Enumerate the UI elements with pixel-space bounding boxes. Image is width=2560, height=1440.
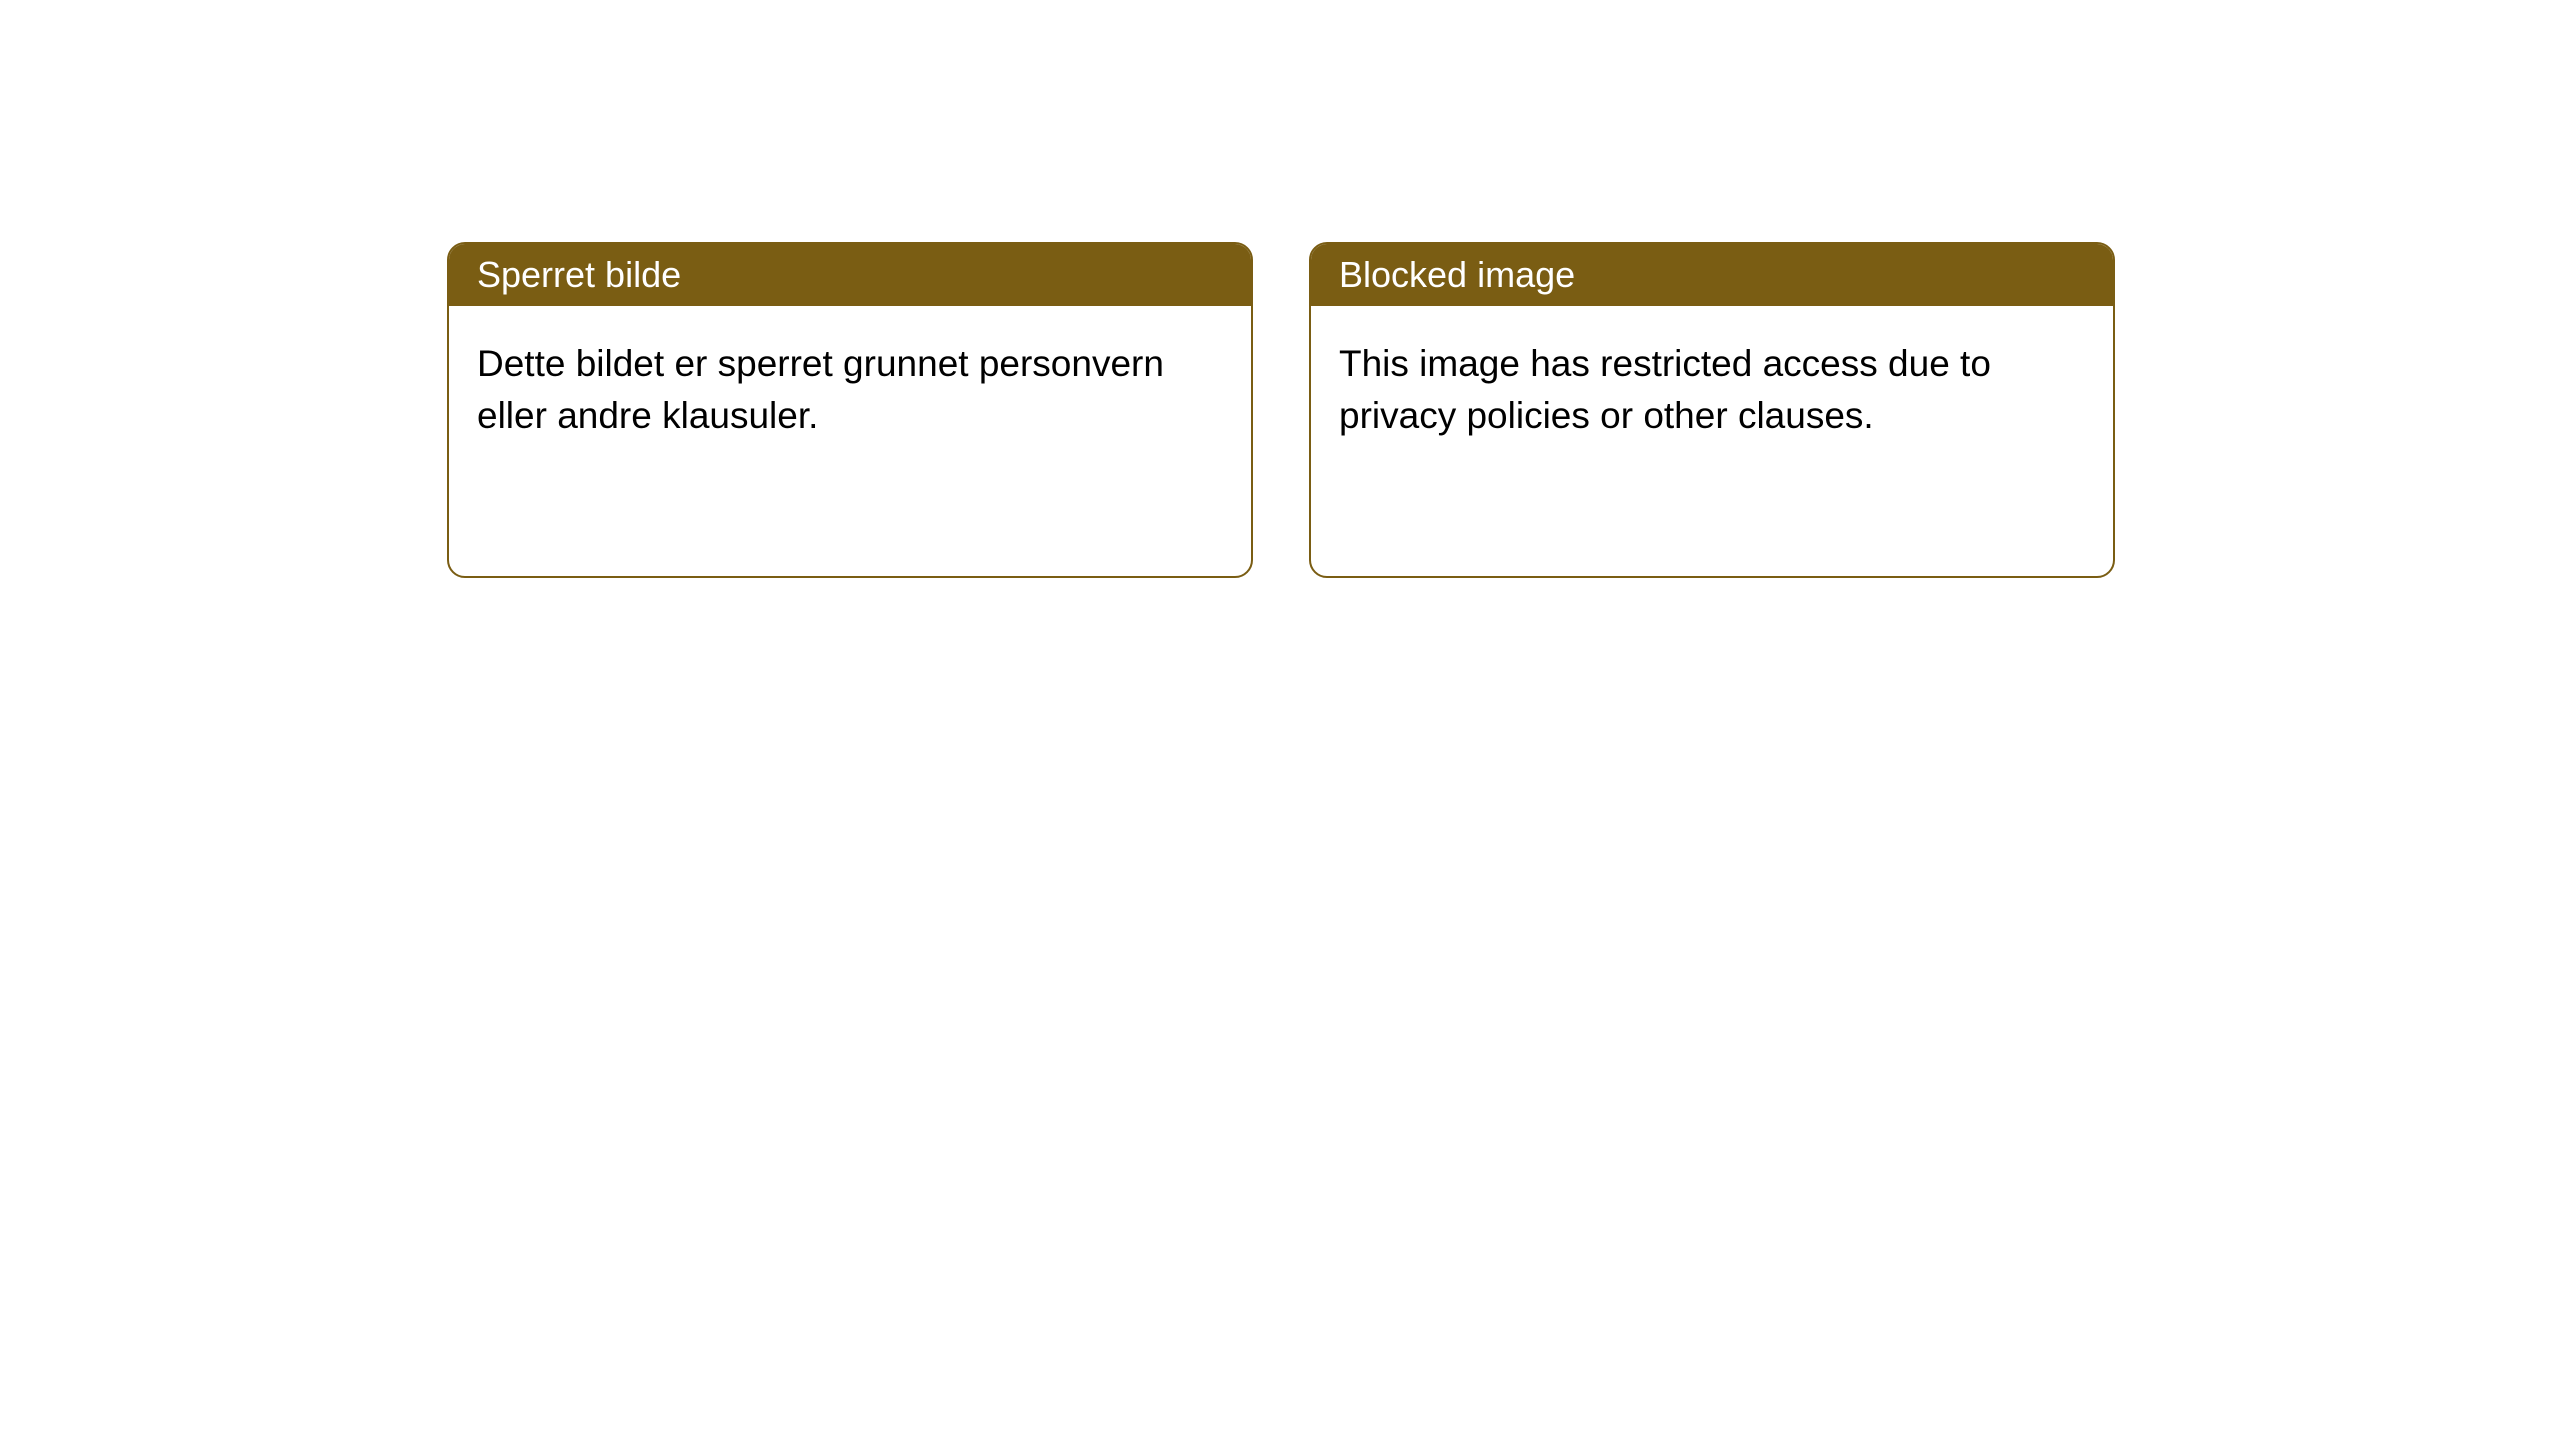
notice-card-english: Blocked image This image has restricted …: [1309, 242, 2115, 578]
notice-header: Sperret bilde: [449, 244, 1251, 306]
notice-header-text: Blocked image: [1339, 254, 1575, 295]
notice-header-text: Sperret bilde: [477, 254, 681, 295]
notice-body-text: This image has restricted access due to …: [1339, 343, 1991, 436]
notice-body: This image has restricted access due to …: [1311, 306, 2113, 474]
notice-container: Sperret bilde Dette bildet er sperret gr…: [0, 0, 2560, 578]
notice-body-text: Dette bildet er sperret grunnet personve…: [477, 343, 1164, 436]
notice-body: Dette bildet er sperret grunnet personve…: [449, 306, 1251, 474]
notice-header: Blocked image: [1311, 244, 2113, 306]
notice-card-norwegian: Sperret bilde Dette bildet er sperret gr…: [447, 242, 1253, 578]
